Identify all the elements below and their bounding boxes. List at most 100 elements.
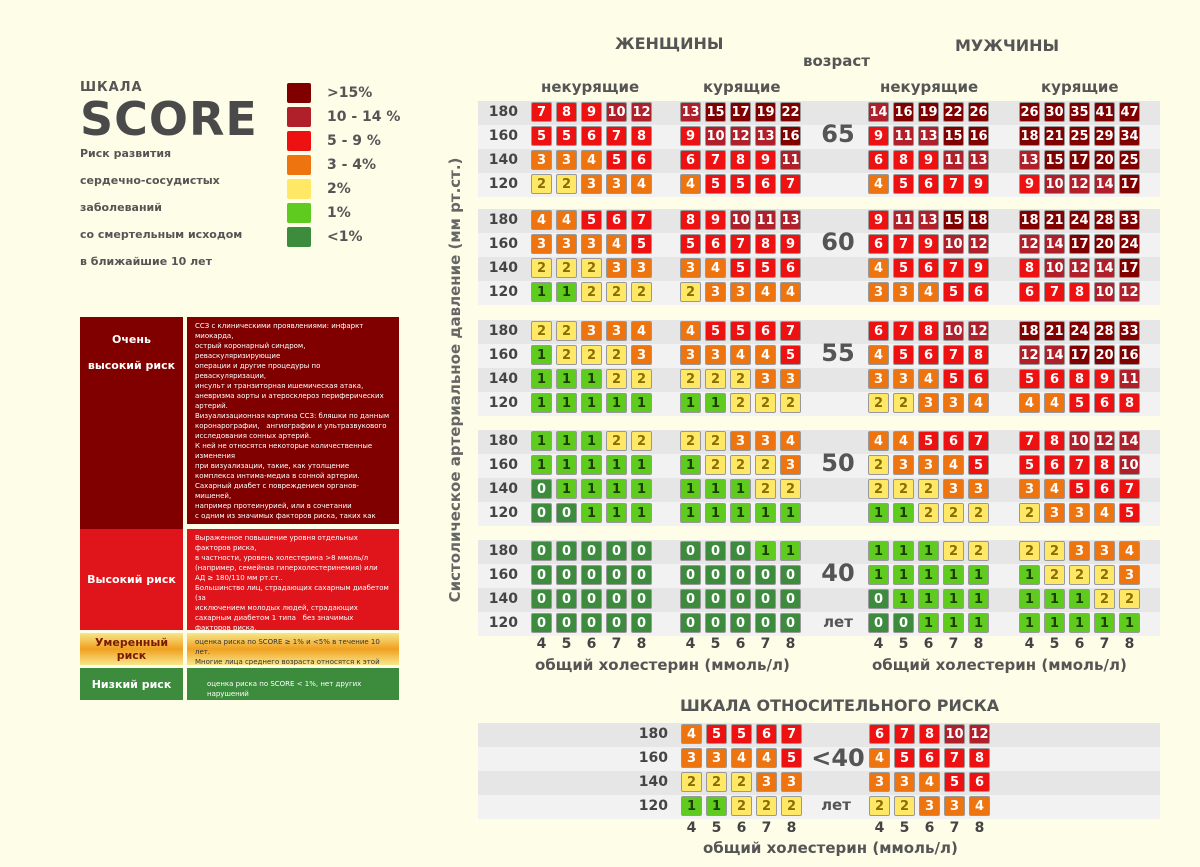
score-cell: 1 [1069,589,1090,609]
score-cell: 1 [531,369,552,389]
relative-cell: 2 [706,772,727,792]
legend-item: 5 - 9 % [287,131,487,153]
score-cell: 5 [1019,455,1040,475]
score-cell: 1 [730,479,751,499]
cholesterol-tick: 8 [973,636,984,652]
score-cell: 7 [943,345,964,365]
score-cell: 2 [556,345,577,365]
score-cell: 10 [943,234,964,254]
score-cell: 2 [780,393,801,413]
score-cell: 1 [606,455,627,475]
score-cell: 4 [868,345,889,365]
score-cell: 8 [730,150,751,170]
score-cell: 6 [1044,369,1065,389]
score-cell: 1 [581,479,602,499]
score-cell: 12 [1019,345,1040,365]
score-cell: 4 [680,174,701,194]
score-cell: 5 [968,455,989,475]
score-cell: 13 [968,150,989,170]
score-cell: 2 [631,431,652,451]
score-cell: 7 [893,234,914,254]
score-cell: 25 [1069,126,1090,146]
cholesterol-tick: 7 [949,820,960,836]
score-cell: 18 [968,210,989,230]
score-cell: 0 [780,613,801,633]
cholesterol-tick: 7 [1099,636,1110,652]
score-cell: 9 [968,258,989,278]
score-cell: 2 [755,393,776,413]
score-cell: 5 [1069,479,1090,499]
score-cell: 3 [705,282,726,302]
header-men: МУЖЧИНЫ [955,36,1060,55]
score-cell: 5 [705,174,726,194]
score-cell: 1 [531,345,552,365]
score-cell: 5 [893,174,914,194]
score-cell: 20 [1094,150,1115,170]
legend-label: >15% [327,85,373,101]
score-cell: 0 [531,589,552,609]
score-cell: 26 [968,102,989,122]
score-cell: 3 [755,431,776,451]
relative-cell: 4 [919,772,940,792]
risk-category-description: оценка риска по SCORE < 1%, нет других н… [187,668,399,700]
score-cell: 8 [680,210,701,230]
score-cell: 8 [1119,393,1140,413]
score-cell: 5 [1069,393,1090,413]
score-cell: 10 [705,126,726,146]
cholesterol-tick: 5 [710,636,721,652]
score-description-line: со смертельным исходом [80,228,243,241]
cholesterol-tick: 4 [874,820,885,836]
cholesterol-tick: 8 [974,820,985,836]
score-cell: 6 [868,234,889,254]
cholesterol-tick: 4 [536,636,547,652]
score-cell: 10 [943,321,964,341]
relative-cell: 8 [969,748,990,768]
risk-category-name: Умеренный риск [80,633,183,665]
risk-category-name: Очень высокий риск [80,317,183,534]
relative-cell: 4 [756,748,777,768]
score-cell: 7 [968,431,989,451]
score-cell: 1 [1044,589,1065,609]
relative-cell: 3 [919,796,940,816]
legend-item: 2% [287,179,487,201]
score-cell: 6 [868,321,889,341]
score-cell: 2 [531,321,552,341]
score-cell: 12 [968,321,989,341]
score-cell: 1 [755,503,776,523]
women-smoking-header: курящие [703,78,781,96]
score-cell: 13 [780,210,801,230]
relative-cell: 6 [869,724,890,744]
score-cell: 5 [893,258,914,278]
score-cell: 5 [606,150,627,170]
score-cell: 12 [1119,282,1140,302]
score-cell: 33 [1119,210,1140,230]
cholesterol-tick: 8 [785,636,796,652]
legend-swatch [287,131,311,151]
score-cell: 24 [1119,234,1140,254]
score-cell: 1 [893,565,914,585]
score-cell: 3 [680,258,701,278]
score-cell: 1 [1019,565,1040,585]
score-cell: 30 [1044,102,1065,122]
score-cell: 19 [755,102,776,122]
score-cell: 10 [1119,455,1140,475]
score-cell: 1 [968,613,989,633]
score-cell: 13 [755,126,776,146]
score-cell: 1 [556,282,577,302]
score-cell: 6 [968,282,989,302]
score-cell: 4 [918,369,939,389]
score-cell: 17 [730,102,751,122]
bp-label: 120 [488,284,518,300]
bp-label: 160 [488,236,518,252]
score-cell: 2 [581,282,602,302]
score-cell: 3 [581,174,602,194]
cholesterol-tick: 4 [685,636,696,652]
score-cell: 1 [705,503,726,523]
risk-category-name: Низкий риск [80,668,183,700]
age-label: 65 [821,120,855,148]
relative-cell: 3 [706,748,727,768]
risk-category-description: оценка риска по SCORE ≥ 1% и <5% в течен… [187,633,399,665]
score-cell: 0 [730,613,751,633]
score-cell: 6 [780,258,801,278]
score-cell: 15 [1044,150,1065,170]
